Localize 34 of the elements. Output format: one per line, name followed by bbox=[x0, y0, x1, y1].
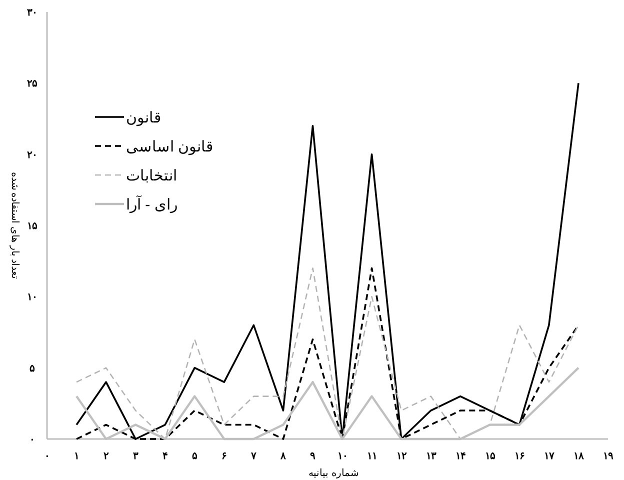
x-tick-label: ۳ bbox=[133, 451, 140, 462]
legend-label: رای - آرا bbox=[126, 195, 178, 214]
y-tick-label: ۲۵ bbox=[27, 78, 38, 90]
y-tick-label: ۵ bbox=[30, 363, 36, 374]
x-tick-label: ۱ bbox=[74, 451, 80, 462]
x-tick-label: ۶ bbox=[222, 451, 227, 462]
y-tick-label: ۲۰ bbox=[27, 150, 37, 161]
legend-label: قانون اساسی bbox=[126, 138, 214, 156]
y-tick-label: ۱۵ bbox=[27, 221, 38, 232]
x-tick-label: ۹ bbox=[310, 451, 316, 462]
y-tick-label: ۰ bbox=[30, 434, 34, 446]
y-tick-label: ۱۰ bbox=[27, 292, 37, 304]
x-tick-label: ۰ bbox=[44, 451, 50, 462]
x-axis-title: شماره بیانیه bbox=[308, 468, 358, 479]
x-tick-label: ۱۲ bbox=[396, 451, 408, 462]
y-axis-title: تعداد بار های استفاده شده bbox=[9, 172, 20, 280]
x-tick-label: ۲ bbox=[104, 451, 110, 462]
x-tick-label: ۷ bbox=[250, 451, 258, 462]
x-tick-label: ۱۸ bbox=[573, 451, 584, 462]
x-tick-label: ۱۱ bbox=[366, 451, 377, 462]
line-series bbox=[76, 82, 580, 440]
x-tick-label: ۴ bbox=[162, 451, 168, 462]
x-tick-label: ۸ bbox=[280, 451, 287, 462]
x-tick-label: ۱۷ bbox=[544, 451, 555, 462]
legend-label: قانون bbox=[126, 109, 161, 126]
y-tick-label: ۳۰ bbox=[27, 8, 37, 18]
x-tick-label: ۱۶ bbox=[514, 451, 524, 462]
x-tick-label: ۱۳ bbox=[426, 451, 437, 462]
x-tick-label: ۱۵ bbox=[484, 451, 496, 462]
x-tick-label: ۵ bbox=[192, 451, 198, 462]
x-tick-label: ۱۰ bbox=[337, 451, 348, 462]
legend-label: انتخابات bbox=[126, 167, 177, 184]
x-tick-label: ۱۹ bbox=[603, 451, 614, 462]
x-tick-label: ۱۴ bbox=[455, 451, 466, 462]
